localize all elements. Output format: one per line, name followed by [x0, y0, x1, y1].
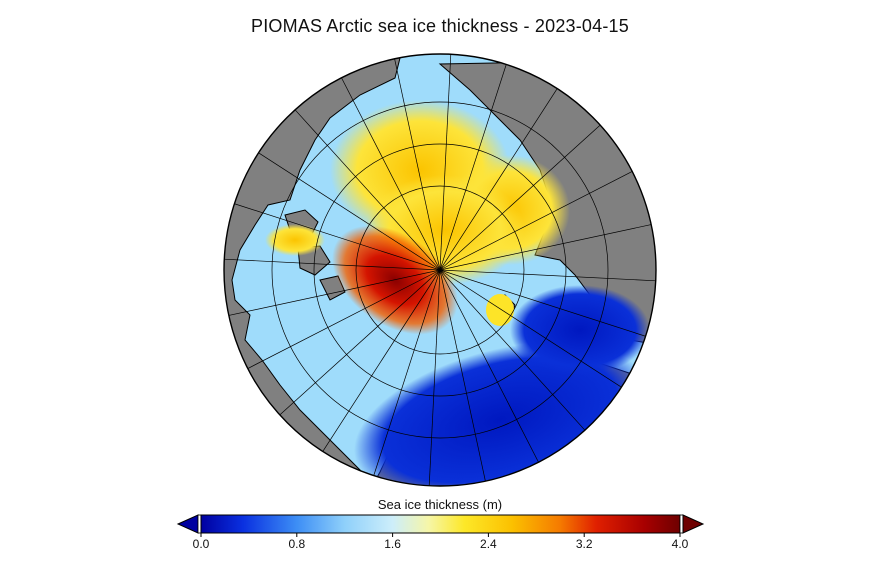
latitude-circle: [313, 143, 567, 397]
map-border: [223, 53, 657, 487]
colorbar-tick-label: 2.4: [480, 537, 497, 551]
meridian-line: [439, 269, 586, 431]
meridian-line: [341, 77, 441, 271]
meridian-line: [439, 269, 622, 388]
latitude-circle: [355, 185, 525, 355]
colorbar-extend-low: [176, 514, 199, 534]
colorbar-low-sep: [197, 514, 202, 534]
colorbar-tick-label: 1.6: [384, 537, 401, 551]
meridian-line: [228, 269, 441, 316]
meridian-line: [373, 269, 441, 476]
meridian-line: [439, 269, 646, 337]
meridian-line: [224, 258, 441, 271]
latitude-circle: [271, 101, 609, 439]
colorbar-tick-label: 0.8: [288, 537, 306, 551]
meridian-line: [394, 58, 441, 271]
colorbar-extend-high: [682, 514, 705, 534]
meridian-line: [428, 269, 441, 486]
meridian-line: [439, 171, 633, 271]
meridian-line: [294, 109, 441, 271]
colorbar-tick-label: 3.2: [575, 537, 593, 551]
meridian-line: [439, 269, 656, 282]
meridian-line: [279, 269, 441, 416]
meridian-line: [258, 152, 441, 271]
meridian-line: [439, 54, 452, 271]
colorbar-tick-label: 0.0: [192, 537, 210, 551]
colorbar-gradient: [200, 514, 681, 534]
medium-ice-archipelago: [265, 224, 325, 256]
meridian-line: [439, 269, 486, 482]
meridian-line: [439, 124, 601, 271]
thin-ice-laptev: [510, 285, 650, 375]
meridian-line: [439, 88, 558, 271]
colorbar-high-sep: [679, 514, 684, 534]
graticule: [224, 54, 656, 486]
chart-title: PIOMAS Arctic sea ice thickness - 2023-0…: [251, 16, 629, 36]
meridian-line: [439, 269, 539, 463]
colorbar-tick-label: 4.0: [671, 537, 689, 551]
meridian-line: [234, 203, 441, 271]
arctic-map: [223, 53, 657, 487]
meridian-line: [439, 64, 507, 271]
colorbar-label: Sea ice thickness (m): [377, 497, 503, 512]
svalbard-yellow-patch: [486, 294, 514, 326]
meridian-line: [322, 269, 441, 452]
meridian-line: [247, 269, 441, 369]
meridian-line: [439, 224, 652, 271]
land-canada-alaska: [224, 57, 401, 481]
